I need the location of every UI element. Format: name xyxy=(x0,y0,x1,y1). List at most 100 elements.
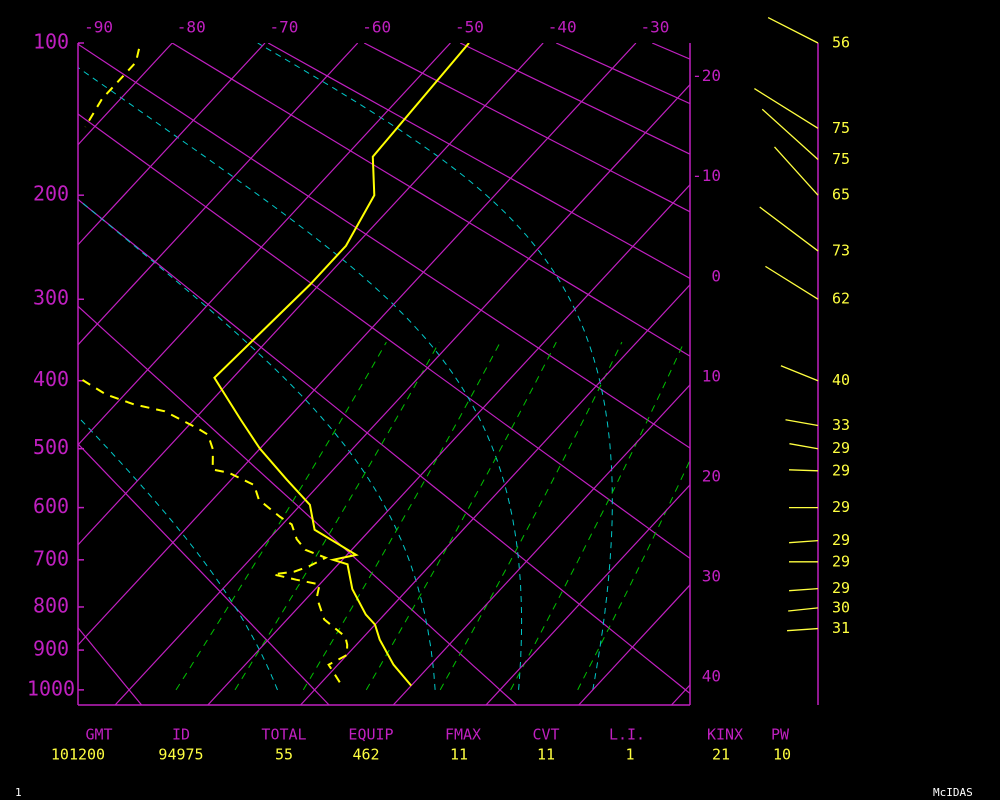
wind-line xyxy=(780,365,819,382)
dry-adiabat xyxy=(363,43,690,213)
mixing-ratio-line xyxy=(510,341,685,691)
mixing-ratio-line xyxy=(365,341,557,691)
mixing-ratio-line xyxy=(577,459,690,691)
pressure-label: 1000 xyxy=(27,676,75,700)
stat-value: 462 xyxy=(352,746,379,764)
stat-value: 94975 xyxy=(158,746,203,764)
dry-adiabat xyxy=(78,198,690,695)
dry-adiabat xyxy=(78,43,690,449)
temperature-label: -40 xyxy=(548,18,577,37)
temperature-label: 10 xyxy=(702,366,721,385)
mixing-ratio-line xyxy=(175,341,387,691)
pressure-label: 500 xyxy=(33,435,69,459)
isotherm xyxy=(207,183,690,705)
pressure-label: 900 xyxy=(33,637,69,661)
moist-adiabat xyxy=(78,416,278,691)
stat-value: 11 xyxy=(450,746,468,764)
stat-header: KINX xyxy=(707,726,743,744)
stat-value: 10 xyxy=(773,746,791,764)
stat-header: GMT xyxy=(85,726,112,744)
dry-adiabat xyxy=(78,113,690,560)
wind-line xyxy=(767,16,819,44)
stat-header: PW xyxy=(771,726,790,744)
isotherm xyxy=(114,83,690,705)
wind-speed-label: 29 xyxy=(832,531,850,549)
stat-header: FMAX xyxy=(445,726,481,744)
dry-adiabat xyxy=(78,443,330,705)
wind-line xyxy=(787,627,819,632)
footer-right: McIDAS xyxy=(933,786,973,799)
wind-speed-label: 40 xyxy=(832,371,850,389)
reference-lines xyxy=(78,43,690,705)
isotherm xyxy=(578,584,690,705)
pressure-label: 200 xyxy=(33,182,69,206)
wind-line xyxy=(785,419,819,427)
wind-line xyxy=(789,443,819,450)
mixing-ratio-line xyxy=(439,341,623,691)
isotherm xyxy=(300,283,690,705)
wind-speed-label: 33 xyxy=(832,416,850,434)
stat-value: 55 xyxy=(275,746,293,764)
temperature-label: -80 xyxy=(177,18,206,37)
pressure-label: 600 xyxy=(33,494,69,518)
wind-line xyxy=(761,108,819,160)
wind-speed-label: 65 xyxy=(832,186,850,204)
wind-line xyxy=(789,587,819,592)
dry-adiabat xyxy=(78,626,143,705)
wind-speed-label: 29 xyxy=(832,461,850,479)
pressure-label: 700 xyxy=(33,546,69,570)
stat-header: EQUIP xyxy=(348,726,393,744)
wind-speed-label: 30 xyxy=(832,598,850,616)
wind-speed-label: 73 xyxy=(832,241,850,259)
stat-value: 11 xyxy=(537,746,555,764)
stat-header: CVT xyxy=(532,726,559,744)
wind-line xyxy=(774,146,819,196)
pressure-label: 800 xyxy=(33,593,69,617)
dry-adiabat xyxy=(78,305,518,705)
mixing-ratio-line xyxy=(234,341,440,691)
isotherm xyxy=(78,43,173,146)
wind-line xyxy=(759,206,819,252)
isotherm xyxy=(78,43,359,346)
stat-value: 21 xyxy=(712,746,730,764)
wind-line xyxy=(788,469,819,472)
stat-header: L.I. xyxy=(609,726,645,744)
wind-speed-label: 75 xyxy=(832,119,850,137)
stat-value: 101200 xyxy=(51,746,105,764)
temperature-label: 20 xyxy=(702,466,721,485)
dry-adiabat xyxy=(267,43,690,280)
wind-speed-label: 62 xyxy=(832,290,850,308)
wind-speed-label: 29 xyxy=(832,498,850,516)
pressure-label: 100 xyxy=(33,30,69,54)
temperature-label: 40 xyxy=(702,666,721,685)
moist-adiabat xyxy=(257,43,613,691)
isotherm xyxy=(78,43,266,246)
wind-line xyxy=(789,540,819,544)
dry-adiabat xyxy=(555,43,690,105)
stat-header: ID xyxy=(172,726,190,744)
pressure-label: 400 xyxy=(33,367,69,391)
wind-speed-label: 29 xyxy=(832,579,850,597)
wind-speed-label: 75 xyxy=(832,150,850,168)
temperature-label: -50 xyxy=(455,18,484,37)
wind-speed-label: 31 xyxy=(832,619,850,637)
temperature-label: -10 xyxy=(692,166,721,185)
isotherm xyxy=(78,43,637,646)
temperature-label: -90 xyxy=(84,18,113,37)
stat-header: TOTAL xyxy=(261,726,306,744)
temperature-label: -30 xyxy=(640,18,669,37)
wind-speed-label: 56 xyxy=(832,34,850,52)
temperature-label: 30 xyxy=(702,566,721,585)
wind-line xyxy=(754,88,819,129)
temperature-label: 0 xyxy=(711,266,721,285)
isotherm xyxy=(78,43,451,446)
labels: -90 -80 -70 -60 -50 -40 -30 -20 -10 0 10 20 30 40 100 2… xyxy=(27,18,850,764)
wind-line xyxy=(765,265,819,300)
wind-line xyxy=(788,607,819,612)
isotherm xyxy=(392,383,690,705)
isotherm xyxy=(485,484,690,705)
moist-adiabat xyxy=(78,198,436,690)
moist-adiabat xyxy=(78,66,523,690)
wind-speed-label: 29 xyxy=(832,552,850,570)
isotherm xyxy=(78,43,544,546)
